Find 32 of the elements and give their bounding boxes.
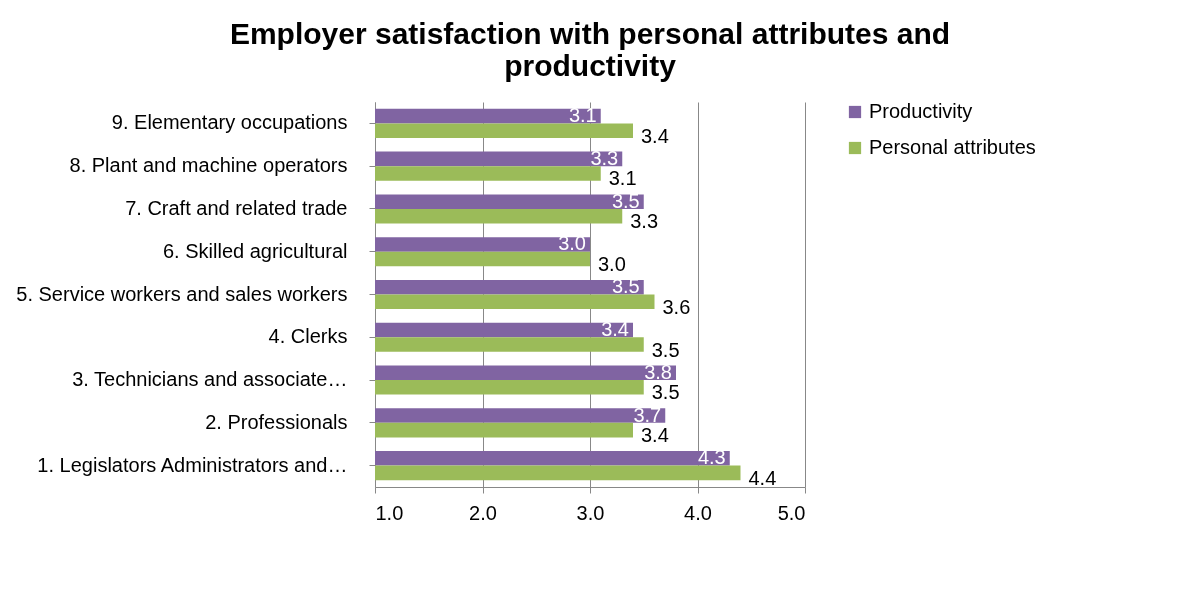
x-tick-label: 2.0 [469,501,497,524]
data-label: 4.4 [748,466,777,489]
data-label: 3.1 [568,104,597,127]
data-label: 3.3 [590,146,619,169]
y-tick-label: 7. Craft and related trade [125,196,348,219]
y-tick-label: 3. Technicians and associate… [72,368,348,391]
y-tick-label: 6. Skilled agricultural [162,239,348,262]
data-label: 3.8 [644,360,672,383]
data-label: 3.4 [641,424,669,447]
data-label: 3.7 [633,403,662,426]
data-label: 3.1 [608,167,637,190]
data-label: 3.4 [601,318,629,341]
data-label: 3.5 [651,381,680,404]
data-label: 3.6 [662,295,691,318]
x-tick-label: 3.0 [576,501,605,524]
data-label: 3.3 [630,210,659,233]
y-tick-label: 2. Professionals [205,410,348,433]
x-tick-label: 1.0 [375,501,404,524]
data-label: 3.4 [641,124,669,147]
x-tick-label: 5.0 [777,501,806,524]
data-label: 3.5 [611,189,640,212]
y-tick-label: 9. Elementary occupations [111,111,348,134]
y-tick-label: 5. Service workers and sales workers [16,282,348,305]
legend-label: Productivity [869,100,973,122]
data-label: 3.0 [598,252,626,275]
legend-label: Personal attributes [869,136,1036,158]
x-tick-label: 4.0 [684,501,712,524]
chart-title: Employer satisfaction with personal attributes and productivity [229,17,951,82]
data-label: 3.5 [651,338,680,361]
y-tick-label: 1. Legislators Administrators and… [37,453,348,476]
y-tick-label: 4. Clerks [268,325,348,348]
y-tick-label: 8. Plant and machine operators [69,154,348,177]
